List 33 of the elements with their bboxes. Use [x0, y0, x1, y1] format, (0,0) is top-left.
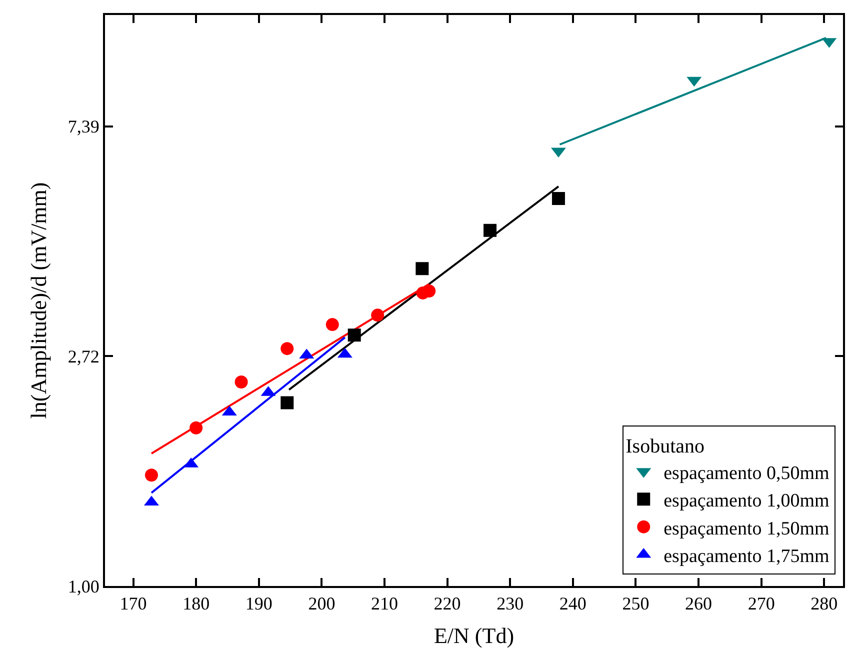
x-tick-label: 200	[308, 594, 336, 614]
x-tick-label: 280	[810, 594, 838, 614]
legend-label: espaçamento 1,50mm	[664, 518, 830, 540]
x-tick-label: 260	[685, 594, 712, 614]
legend-label: espaçamento 0,50mm	[664, 462, 830, 484]
point	[234, 375, 248, 388]
point	[190, 421, 203, 434]
legend-label: espaçamento 1,75mm	[664, 546, 830, 567]
x-axis-title: E/N (Td)	[434, 623, 514, 648]
point	[348, 328, 361, 342]
y-axis-title: ln(Amplitude)/d (mV/mm)	[26, 182, 52, 419]
x-tick-label: 180	[182, 594, 210, 614]
x-tick-label: 230	[496, 594, 524, 614]
point	[144, 468, 158, 482]
legend-title: Isobutano	[626, 436, 705, 458]
x-tick-label: 210	[371, 594, 398, 614]
x-tick-label: 250	[622, 594, 650, 614]
x-tick-label: 190	[245, 594, 272, 614]
y-tick-label: 1,00	[68, 576, 100, 596]
x-tick-label: 270	[748, 594, 775, 614]
x-tick-label: 220	[434, 594, 461, 614]
legend-label: espaçamento 1,00mm	[664, 490, 830, 512]
point	[552, 192, 565, 205]
point	[484, 224, 497, 237]
y-tick-label: 2,72	[68, 346, 100, 366]
point	[326, 318, 339, 332]
y-tick-label: 7,39	[68, 116, 100, 137]
x-tick-label: 170	[120, 594, 147, 614]
point	[416, 262, 429, 276]
point	[371, 308, 384, 322]
point	[280, 342, 294, 356]
x-tick-label: 240	[559, 594, 586, 614]
point	[280, 396, 294, 410]
